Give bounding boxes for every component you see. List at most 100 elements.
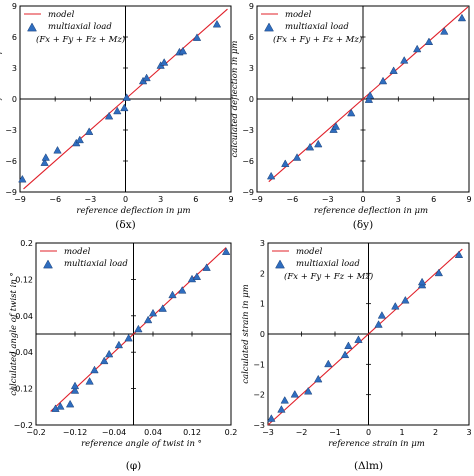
data-point-marker <box>70 386 80 394</box>
legend-marker-icon <box>27 22 37 32</box>
legend-model-label: model <box>285 10 312 20</box>
data-point-marker <box>314 139 323 148</box>
x-tick-label: 3 <box>158 195 163 204</box>
panel-caption: (φ) <box>126 460 142 472</box>
data-point-marker <box>202 263 211 271</box>
x-tick-label: −0.12 <box>63 428 88 437</box>
y-tick-label: −1 <box>253 360 265 369</box>
x-tick-label: 9 <box>466 195 471 204</box>
x-tick-label: 0 <box>360 195 365 204</box>
data-point-marker <box>53 145 62 154</box>
y-tick-label: 2 <box>260 269 265 278</box>
y-axis-title: calculated angle of twist in ° <box>9 272 19 396</box>
x-tick-label: −6 <box>49 195 61 204</box>
data-point-marker <box>378 76 388 85</box>
data-point-marker <box>324 359 333 368</box>
data-point-marker <box>389 66 398 74</box>
x-axis-title: reference deflection in μm <box>314 206 428 216</box>
panel-caption: (δy) <box>353 219 373 231</box>
data-point-marker <box>40 158 49 166</box>
y-tick-label: 0.12 <box>15 275 33 284</box>
data-point-marker <box>340 350 350 359</box>
data-point-marker <box>212 19 222 28</box>
y-tick-label: 0 <box>249 95 254 104</box>
legend-multiaxial-label: multiaxial load <box>285 22 349 32</box>
x-tick-label: 0.12 <box>183 428 201 437</box>
y-tick-label: 0 <box>12 95 17 104</box>
y-tick-label: 3 <box>260 239 265 248</box>
data-point-marker <box>440 27 449 35</box>
data-point-marker <box>134 324 143 333</box>
model-series-line <box>267 248 463 426</box>
legend-model-label: model <box>48 10 75 20</box>
data-point-marker <box>457 13 467 22</box>
x-tick-label: 0.04 <box>144 428 162 437</box>
y-tick-label: −6 <box>242 157 254 166</box>
data-point-marker <box>113 106 122 115</box>
x-tick-label: 0 <box>366 428 371 437</box>
data-point-marker <box>331 122 341 130</box>
y-tick-label: −0.2 <box>14 421 33 430</box>
x-tick-label: −2 <box>296 428 308 437</box>
x-tick-label: 0.2 <box>225 428 238 437</box>
data-point-marker <box>41 153 50 161</box>
model-series-line <box>268 6 469 183</box>
data-point-marker <box>267 414 276 422</box>
panel-caption: (δx) <box>115 219 135 231</box>
y-tick-label: −0.12 <box>8 385 33 394</box>
chart-panel-4: −3 −2 −1 0 1 2 3 −3 −2 −1 0 1 2 3 reference strain in … <box>241 239 472 472</box>
y-tick-label: 0.2 <box>20 239 33 248</box>
data-point-marker <box>281 159 290 167</box>
legend-model-label: model <box>64 247 91 257</box>
y-tick-label: 3 <box>249 64 254 73</box>
data-point-marker <box>75 135 84 144</box>
data-point-marker <box>305 142 315 151</box>
data-point-marker <box>178 46 188 55</box>
data-point-marker <box>122 93 131 101</box>
data-point-marker <box>160 58 169 66</box>
legend-multiaxial-label: multiaxial load <box>48 22 112 32</box>
y-tick-label: 6 <box>12 33 17 42</box>
panel-caption: (Δlm) <box>354 460 383 472</box>
x-tick-label: −9 <box>251 195 263 204</box>
y-tick-label: −9 <box>242 188 254 197</box>
data-point-marker <box>280 396 289 404</box>
x-tick-label: −0.2 <box>26 428 45 437</box>
data-point-marker <box>365 91 375 99</box>
x-tick-label: 6 <box>193 195 198 204</box>
x-tick-label: 9 <box>228 195 233 204</box>
data-point-marker <box>266 171 276 180</box>
data-point-marker <box>424 37 434 45</box>
y-tick-label: −3 <box>5 126 17 135</box>
data-point-marker <box>374 320 383 328</box>
y-tick-label: 3 <box>12 64 17 73</box>
data-point-marker <box>192 33 202 41</box>
data-point-marker <box>454 250 464 258</box>
data-point-marker <box>400 56 409 64</box>
legend-model-label: model <box>296 247 323 257</box>
x-tick-label: 0 <box>123 195 128 204</box>
y-tick-label: −3 <box>253 421 265 430</box>
data-point-marker <box>364 95 374 103</box>
x-tick-label: −6 <box>286 195 298 204</box>
y-tick-label: 6 <box>249 33 254 42</box>
data-point-marker <box>354 335 363 343</box>
y-tick-label: −2 <box>253 391 265 400</box>
data-point-marker <box>221 247 231 255</box>
data-point-marker <box>347 108 356 117</box>
x-tick-label: 3 <box>466 428 471 437</box>
y-tick-label: −6 <box>5 157 17 166</box>
data-point-marker <box>168 290 177 299</box>
data-point-marker <box>417 277 427 286</box>
x-tick-label: −9 <box>14 195 26 204</box>
legend-formula: (Fx + Fy + Fz + Mz) <box>36 34 125 45</box>
x-tick-label: 6 <box>431 195 436 204</box>
data-point-marker <box>148 308 158 317</box>
legend-multiaxial-label: multiaxial load <box>296 259 360 269</box>
x-tick-label: −3 <box>322 195 334 204</box>
data-point-marker <box>90 365 99 374</box>
y-tick-label: 0.04 <box>15 312 33 321</box>
chart-panel-3: −0.2 −0.12 −0.04 0.04 0.12 0.2 −0.2 −0.12 −0.04 0… <box>8 239 237 472</box>
y-axis-title: calculated strain in μm <box>241 284 251 383</box>
